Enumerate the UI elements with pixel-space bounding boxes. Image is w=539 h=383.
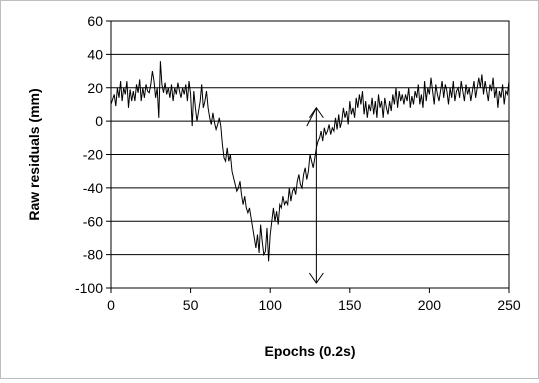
x-axis-title: Epochs (0.2s): [264, 343, 355, 359]
y-tick-label: 0: [95, 113, 103, 129]
y-tick-label: -80: [83, 247, 103, 263]
y-tick-label: -60: [83, 213, 103, 229]
y-tick-label: 40: [87, 46, 103, 62]
x-tick-label: 100: [259, 297, 283, 313]
arrowhead-up-icon: [308, 106, 324, 119]
x-tick-label: 50: [183, 297, 199, 313]
x-tick-label: 200: [418, 297, 442, 313]
y-tick-label: -40: [83, 180, 103, 196]
annotations: [306, 106, 324, 284]
x-tick-label: 0: [107, 297, 115, 313]
y-axis-title: Raw residuals (mm): [26, 88, 42, 220]
x-tick-labels: 0 50 100 150 200 250: [107, 288, 521, 313]
residuals-series-line: [110, 61, 510, 262]
y-tick-label: 60: [87, 13, 103, 29]
y-tick-label: -100: [75, 280, 103, 296]
y-tick-labels: 60 40 20 0 -20 -40 -60 -80 -100: [75, 13, 111, 296]
x-tick-label: 250: [497, 297, 521, 313]
y-tick-label: -20: [83, 147, 103, 163]
x-tick-label: 150: [338, 297, 362, 313]
arrowhead-down-icon: [308, 272, 324, 284]
y-tick-label: 20: [87, 80, 103, 96]
